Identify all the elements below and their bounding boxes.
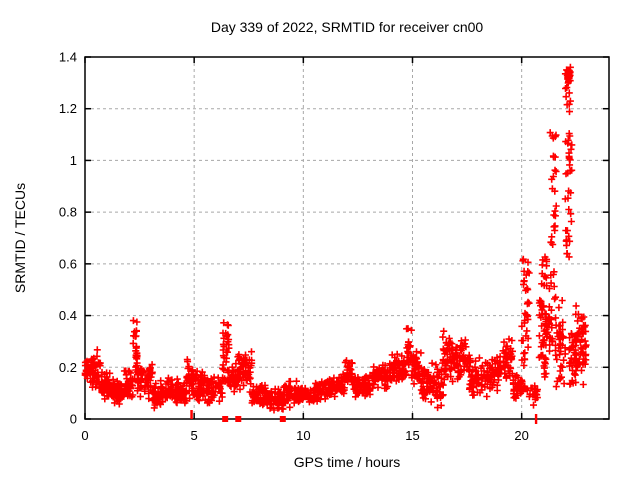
y-tick-label: 0.8 [59,205,77,220]
x-tick-label: 0 [81,428,88,443]
x-axis-label: GPS time / hours [294,454,401,470]
zero-value-square-marker [222,416,229,422]
y-tick-label: 0.6 [59,256,77,271]
y-tick-label: 0.4 [59,308,77,323]
y-axis-label: SRMTID / TECUs [12,183,28,293]
chart-title: Day 339 of 2022, SRMTID for receiver cn0… [211,19,484,35]
x-tick-label: 5 [191,428,198,443]
zero-value-bar-marker [534,414,538,424]
y-tick-label: 1 [70,153,77,168]
y-tick-label: 0.2 [59,360,77,375]
data-points [81,63,590,424]
x-tick-label: 10 [296,428,310,443]
y-tick-label: 1.4 [59,50,77,65]
zero-value-square-marker [235,416,242,422]
x-tick-label: 15 [405,428,419,443]
tick-labels: 0 5 10 15 20 0 0.2 0.4 0.6 0.8 1 1.2 1.4 [59,50,529,444]
y-tick-label: 1.2 [59,101,77,116]
plot-border-and-ticks [84,56,610,420]
y-tick-label: 0 [70,412,77,427]
x-tick-label: 20 [514,428,528,443]
zero-value-square-marker [279,416,286,422]
scatter-points [81,63,590,419]
plot-border [84,56,610,420]
